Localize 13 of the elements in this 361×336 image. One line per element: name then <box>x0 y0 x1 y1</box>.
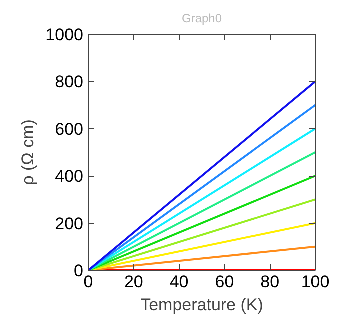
y-tick-label: 600 <box>55 120 84 139</box>
x-tick-label: 60 <box>215 272 234 292</box>
x-tick-label: 40 <box>170 272 189 292</box>
x-axis-title: Temperature (K) <box>140 296 264 314</box>
y-tick-label: 800 <box>55 72 84 92</box>
x-tick-label: 100 <box>301 272 330 292</box>
chart-title: Graph0 <box>182 12 222 26</box>
x-tick-label: 20 <box>124 272 144 292</box>
x-tick-label: 80 <box>260 272 280 292</box>
y-tick-label: 400 <box>55 167 84 186</box>
y-tick-label: 1000 <box>46 26 84 44</box>
y-axis-title: ρ (Ω cm) <box>18 120 38 186</box>
y-tick-label: 200 <box>55 214 84 234</box>
